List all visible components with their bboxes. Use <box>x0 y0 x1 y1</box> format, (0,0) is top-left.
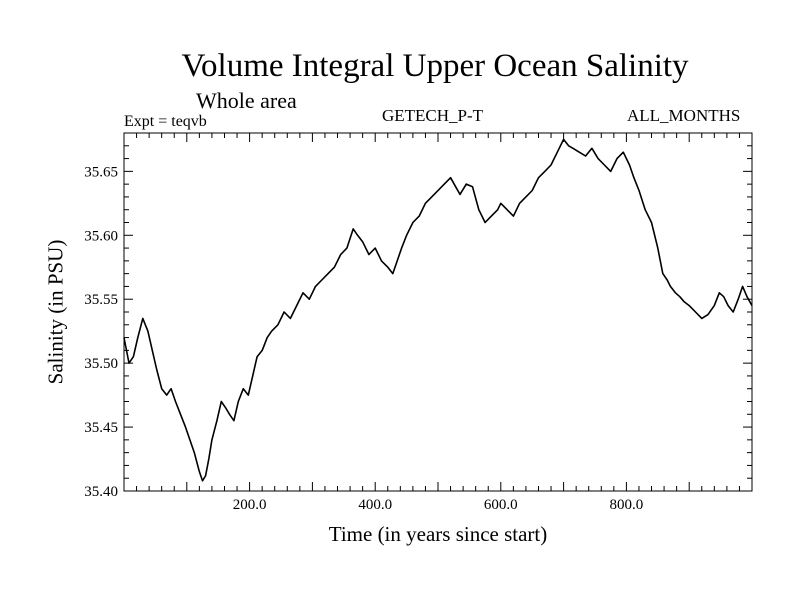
experiment-label: Expt = teqvb <box>124 113 207 130</box>
x-axis-label: Time (in years since start) <box>328 522 548 546</box>
y-tick-label: 35.60 <box>84 228 118 244</box>
chart-title: Volume Integral Upper Ocean Salinity <box>181 48 689 84</box>
axis-ticks <box>124 133 752 491</box>
chart-subtitle: Whole area <box>196 88 297 113</box>
months-label: ALL_MONTHS <box>627 106 741 125</box>
y-tick-label: 35.55 <box>84 292 118 308</box>
salinity-series-line <box>123 138 753 482</box>
y-tick-label: 35.50 <box>84 356 118 372</box>
x-tick-label: 400.0 <box>358 497 392 513</box>
x-tick-label: 800.0 <box>610 497 644 513</box>
y-tick-label: 35.40 <box>84 484 118 500</box>
dataset-label: GETECH_P-T <box>382 106 484 125</box>
plot-frame <box>123 132 753 492</box>
tick-labels: 200.0 400.0 600.0 800.0 35.40 35.45 35.50 35.55… <box>84 164 643 513</box>
y-tick-label: 35.65 <box>84 164 118 180</box>
x-tick-label: 200.0 <box>233 497 267 513</box>
x-tick-label: 600.0 <box>484 497 518 513</box>
y-tick-label: 35.45 <box>84 420 118 436</box>
